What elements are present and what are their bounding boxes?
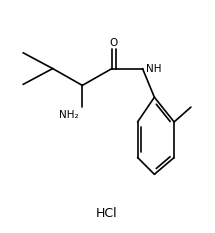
Text: NH: NH	[146, 64, 161, 74]
Text: O: O	[110, 38, 118, 48]
Text: NH₂: NH₂	[59, 110, 78, 120]
Text: HCl: HCl	[96, 207, 118, 220]
